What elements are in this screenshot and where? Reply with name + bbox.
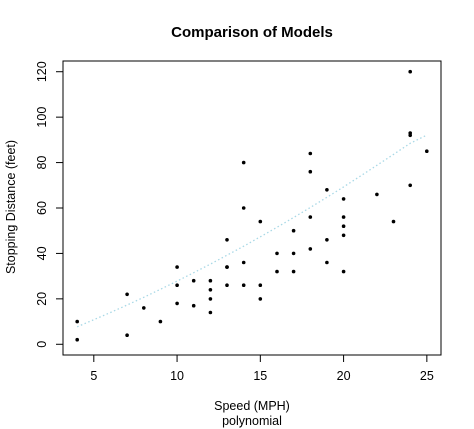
data-point bbox=[75, 337, 79, 342]
data-point bbox=[225, 283, 229, 288]
y-tick-label: 100 bbox=[35, 107, 49, 128]
data-point bbox=[125, 333, 129, 338]
data-point bbox=[175, 265, 179, 269]
data-point bbox=[225, 265, 229, 269]
y-tick-label: 60 bbox=[35, 201, 49, 215]
data-point bbox=[258, 219, 263, 224]
data-point bbox=[241, 260, 246, 265]
data-point bbox=[291, 269, 296, 274]
data-point bbox=[341, 224, 346, 228]
data-point bbox=[142, 306, 146, 310]
data-point bbox=[208, 310, 213, 315]
y-axis-label: Stopping Distance (feet) bbox=[4, 140, 18, 274]
data-point bbox=[175, 301, 179, 306]
data-point bbox=[308, 169, 313, 174]
x-axis: 5 10 15 20 25 bbox=[90, 355, 434, 383]
data-point bbox=[208, 278, 213, 283]
data-point bbox=[408, 183, 413, 188]
x-tick-label: 25 bbox=[420, 369, 434, 383]
data-point bbox=[191, 303, 196, 308]
data-point bbox=[208, 288, 213, 292]
data-point bbox=[125, 292, 129, 297]
data-point bbox=[191, 278, 196, 283]
plot-frame bbox=[62, 60, 442, 356]
data-point bbox=[308, 247, 313, 251]
data-point bbox=[241, 206, 246, 210]
data-point bbox=[408, 69, 413, 74]
x-axis-label: Speed (MPH) bbox=[214, 399, 290, 413]
data-point bbox=[325, 188, 329, 192]
data-point bbox=[158, 319, 163, 324]
data-point bbox=[241, 160, 246, 165]
chart-title: Comparison of Models bbox=[171, 24, 333, 41]
data-point bbox=[325, 238, 329, 242]
data-point bbox=[225, 238, 229, 242]
y-axis: 0 20 40 60 80 100 120 bbox=[35, 61, 63, 348]
x-tick-label: 5 bbox=[90, 369, 97, 383]
x-tick-label: 15 bbox=[253, 369, 267, 383]
y-tick-label: 40 bbox=[35, 246, 49, 260]
data-point bbox=[258, 283, 263, 288]
data-point bbox=[408, 131, 413, 135]
chart-subtitle: polynomial bbox=[222, 414, 282, 428]
data-point bbox=[308, 151, 313, 156]
fit-line-polynomial bbox=[76, 134, 428, 328]
y-tick-label: 0 bbox=[35, 341, 49, 348]
data-point bbox=[75, 319, 79, 324]
data-point bbox=[341, 233, 346, 238]
data-point bbox=[341, 215, 346, 219]
data-point bbox=[241, 283, 246, 288]
data-point bbox=[391, 219, 396, 224]
data-point bbox=[175, 283, 179, 288]
x-tick-label: 20 bbox=[337, 369, 351, 383]
data-point bbox=[291, 228, 296, 233]
points-layer bbox=[75, 69, 429, 342]
data-point bbox=[308, 215, 313, 219]
data-point bbox=[375, 192, 379, 197]
x-tick-label: 10 bbox=[170, 369, 184, 383]
fit-layer bbox=[76, 134, 428, 328]
data-point bbox=[275, 269, 279, 274]
data-point bbox=[341, 197, 346, 201]
data-point bbox=[341, 269, 346, 274]
data-point bbox=[258, 297, 263, 301]
data-point bbox=[425, 149, 429, 153]
data-point bbox=[325, 260, 329, 265]
data-point bbox=[208, 297, 213, 301]
y-tick-label: 80 bbox=[35, 156, 49, 170]
data-point bbox=[291, 251, 296, 256]
data-point bbox=[275, 251, 279, 256]
y-tick-label: 120 bbox=[35, 61, 49, 82]
y-tick-label: 20 bbox=[35, 292, 49, 306]
